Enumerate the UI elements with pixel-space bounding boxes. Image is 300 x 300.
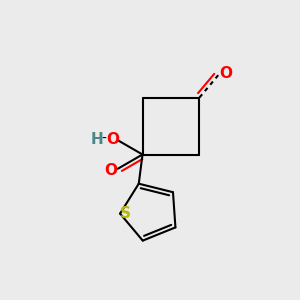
Text: H: H	[91, 132, 104, 147]
Text: -: -	[101, 132, 106, 146]
Text: O: O	[106, 132, 119, 147]
Text: O: O	[105, 163, 118, 178]
Text: O: O	[219, 65, 232, 80]
Text: S: S	[120, 206, 131, 221]
